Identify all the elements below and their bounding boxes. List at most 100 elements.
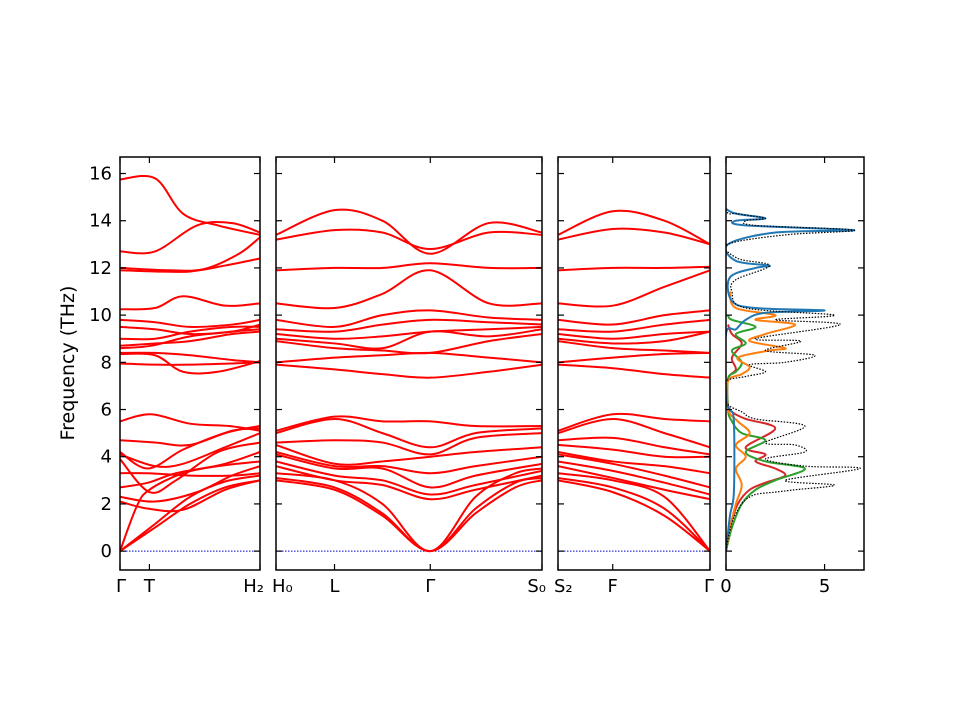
band-lines xyxy=(558,209,710,552)
phonon-band-5 xyxy=(558,460,710,496)
x-tick-label: S₂ xyxy=(554,576,573,597)
phonon-band-13 xyxy=(276,351,542,364)
phonon-band-15 xyxy=(558,330,710,345)
phonon-band-9 xyxy=(558,436,710,456)
phonon-band-6 xyxy=(558,453,710,489)
phonon-band-19 xyxy=(276,269,542,310)
phonon-band-2 xyxy=(558,476,710,552)
y-tick-label: 4 xyxy=(101,447,112,468)
phonon-band-6 xyxy=(276,453,542,489)
panel-frame xyxy=(557,156,711,571)
phonon-band-19 xyxy=(558,269,710,308)
phonon-band-5 xyxy=(120,465,260,503)
phonon-band-14 xyxy=(276,333,542,355)
x-tick-label: F xyxy=(608,576,618,597)
band-panel-1: Γ T H₂ 0 2 4 6 8 10 12 14 16 xyxy=(89,156,264,597)
panel-frame xyxy=(275,156,543,571)
phonon-band-23 xyxy=(120,236,260,272)
phonon-band-12 xyxy=(120,413,260,432)
phonon-band-14 xyxy=(120,352,260,375)
phonon-band-11 xyxy=(120,427,260,447)
phonon-band-7 xyxy=(120,472,260,477)
phonon-band-24 xyxy=(120,221,260,255)
phonon-band-25 xyxy=(120,174,260,236)
phonon-band-11 xyxy=(558,412,710,432)
phonon-band-16 xyxy=(276,325,542,340)
phonon-band-17 xyxy=(558,318,710,333)
phonon-band-4 xyxy=(276,465,542,501)
y-tick-label: 14 xyxy=(89,211,112,232)
y-tick-label: 16 xyxy=(89,164,112,185)
phonon-band-14 xyxy=(558,340,710,354)
phonon-band-4 xyxy=(120,479,260,513)
phonon-band-18 xyxy=(276,309,542,328)
phonon-band-18 xyxy=(558,309,710,326)
phonon-band-16 xyxy=(120,328,260,350)
dos-curve-dos-3 xyxy=(726,314,806,552)
x-tick-label: H₂ xyxy=(243,576,264,597)
phonon-band-18 xyxy=(120,325,260,341)
band-lines xyxy=(120,174,260,552)
x-tick-label: H₀ xyxy=(272,576,293,597)
phonon-band-13 xyxy=(120,361,260,366)
phonon-band-12 xyxy=(558,363,710,379)
phonon-band-17 xyxy=(276,318,542,333)
phonon-band-8 xyxy=(120,441,260,494)
phonon-band-21 xyxy=(120,295,260,311)
phonon-band-13 xyxy=(558,351,710,364)
y-axis-label: Frequency (THz) xyxy=(57,286,79,441)
dos-x-tick-label: 5 xyxy=(819,576,830,597)
phonon-band-7 xyxy=(276,451,542,475)
phonon-band-9 xyxy=(120,432,260,468)
phonon-band-7 xyxy=(558,451,710,475)
dos-curve-total xyxy=(726,161,861,552)
phonon-band-10 xyxy=(558,417,710,449)
phonon-band-19 xyxy=(120,323,260,336)
band-panel-3: S₂ F Γ xyxy=(554,156,714,597)
band-lines xyxy=(276,208,542,553)
y-tick-label: 2 xyxy=(101,494,112,515)
phonon-band-8 xyxy=(558,443,710,459)
y-tick-label: 6 xyxy=(101,400,112,421)
y-tick-label: 12 xyxy=(89,258,112,279)
panel-frame xyxy=(725,156,865,571)
phonon-band-3 xyxy=(120,451,260,552)
dos-curve-dos-2 xyxy=(726,291,797,552)
x-tick-label: Γ xyxy=(425,576,435,597)
phonon-band-21 xyxy=(276,228,542,251)
phonon-band-22 xyxy=(558,209,710,246)
phonon-band-16 xyxy=(558,330,710,340)
phonon-band-10 xyxy=(276,417,542,449)
phonon-band-1 xyxy=(120,479,260,552)
panel-frame xyxy=(119,156,261,571)
dos-x-tick-label: 0 xyxy=(720,576,731,597)
x-tick-label: Γ xyxy=(116,576,126,597)
phonon-band-22 xyxy=(276,208,542,255)
phonon-band-2 xyxy=(120,474,260,552)
y-tick-label: 10 xyxy=(89,305,112,326)
x-tick-label: S₀ xyxy=(527,576,546,597)
x-tick-label: L xyxy=(330,576,340,597)
phonon-band-15 xyxy=(276,328,542,350)
phonon-band-12 xyxy=(276,363,542,379)
y-tick-label: 0 xyxy=(101,541,112,562)
phonon-band-4 xyxy=(558,465,710,501)
y-tick-label: 8 xyxy=(101,352,112,373)
phonon-band-15 xyxy=(120,351,260,364)
phonon-band-21 xyxy=(558,227,710,246)
phonon-band-3 xyxy=(558,472,710,552)
phonon-band-20 xyxy=(120,318,260,328)
phonon-band-5 xyxy=(276,460,542,496)
phonon-band-1 xyxy=(558,479,710,552)
phonon-band-9 xyxy=(276,432,542,456)
phonon-band-20 xyxy=(558,265,710,272)
phonon-band-20 xyxy=(276,262,542,272)
x-tick-label: Γ xyxy=(704,576,714,597)
phonon-band-8 xyxy=(276,443,542,466)
x-tick-label: T xyxy=(143,576,156,597)
phonon-band-17 xyxy=(120,330,260,347)
